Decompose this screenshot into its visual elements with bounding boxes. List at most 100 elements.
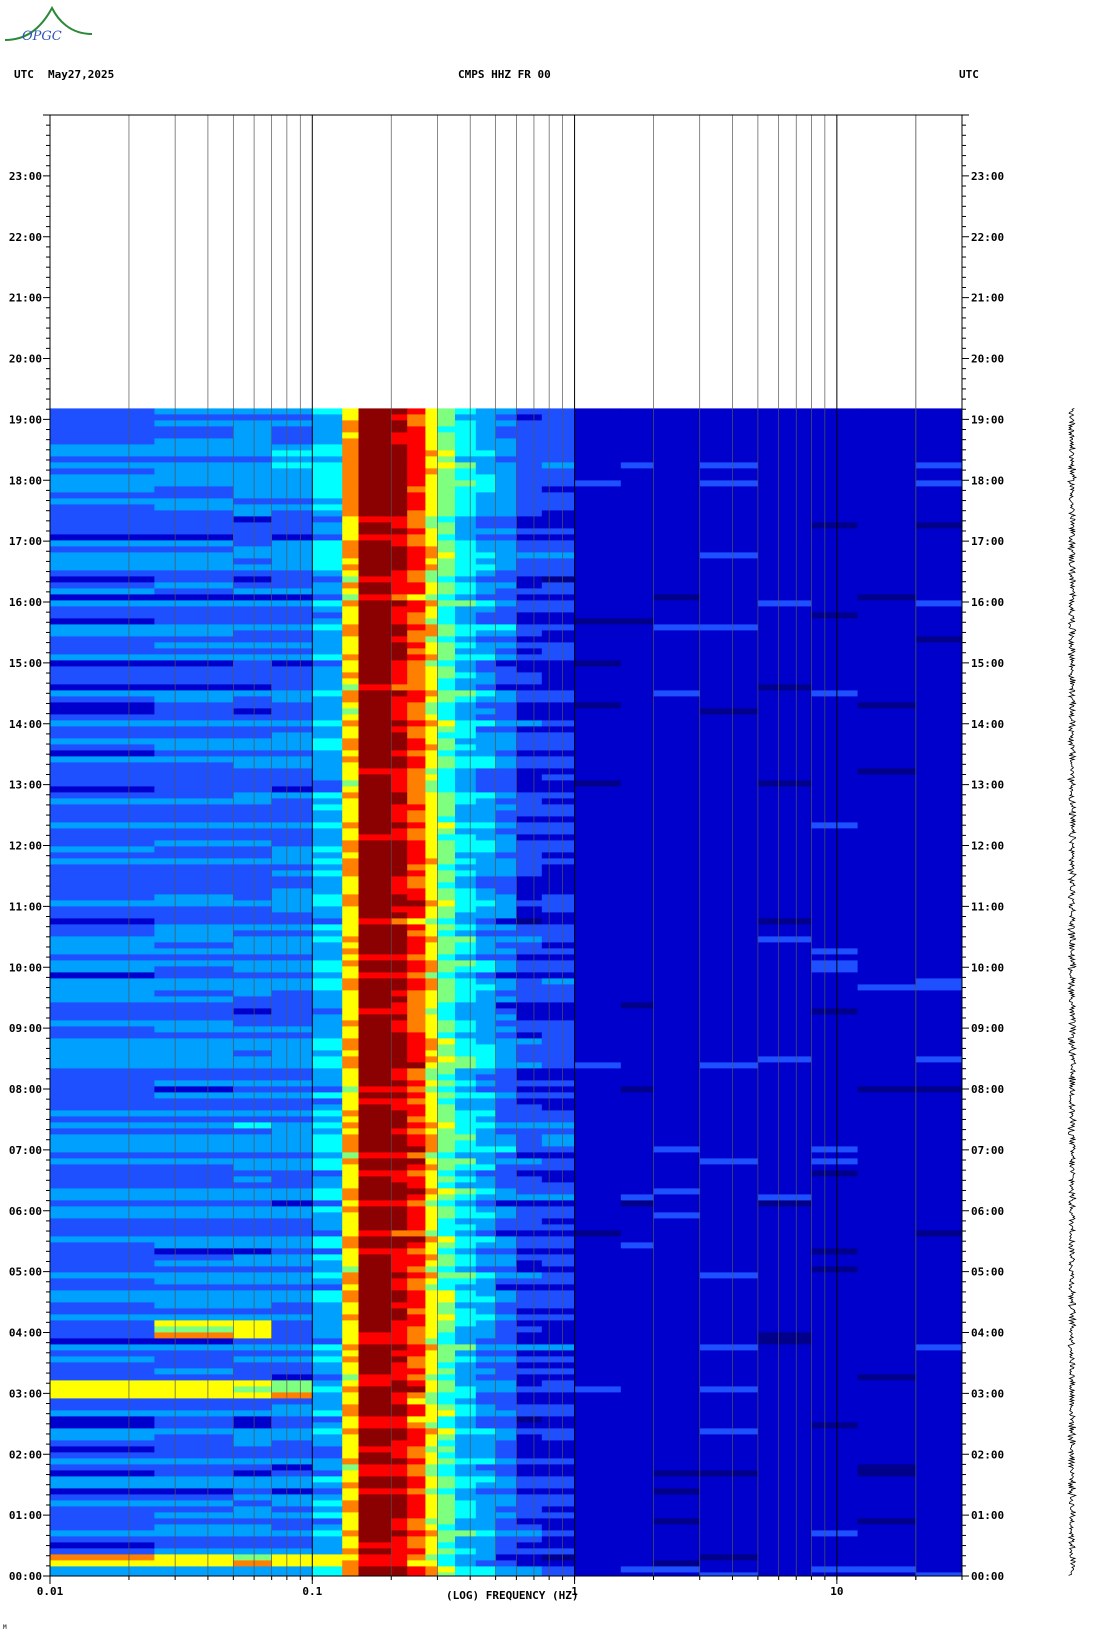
- heatmap-cell: [857, 1092, 917, 1099]
- heatmap-cell: [574, 600, 622, 607]
- heatmap-cell: [915, 684, 963, 691]
- heatmap-cell: [407, 480, 426, 487]
- heatmap-cell: [437, 1464, 456, 1471]
- heatmap-cell: [271, 978, 313, 985]
- heatmap-cell: [154, 504, 234, 511]
- heatmap-cell: [516, 930, 543, 937]
- heatmap-cell: [233, 588, 273, 595]
- heatmap-cell: [574, 894, 622, 901]
- heatmap-cell: [475, 1104, 497, 1111]
- heatmap-cell: [915, 1074, 963, 1081]
- heatmap-cell: [437, 798, 456, 805]
- heatmap-cell: [358, 750, 392, 757]
- heatmap-cell: [342, 768, 359, 775]
- heatmap-cell: [437, 924, 456, 931]
- heatmap-cell: [915, 936, 963, 943]
- heatmap-cell: [425, 1554, 438, 1561]
- heatmap-cell: [233, 672, 273, 679]
- heatmap-cell: [407, 492, 426, 499]
- heatmap-cell: [757, 780, 812, 787]
- heatmap-cell: [495, 1350, 517, 1357]
- heatmap-cell: [50, 840, 155, 847]
- heatmap-cell: [358, 474, 392, 481]
- heatmap-cell: [425, 642, 438, 649]
- heatmap-cell: [407, 516, 426, 523]
- heatmap-cell: [425, 1392, 438, 1399]
- heatmap-cell: [757, 1368, 812, 1375]
- heatmap-cell: [271, 1248, 313, 1255]
- heatmap-cell: [425, 1470, 438, 1477]
- heatmap-cell: [312, 1188, 343, 1195]
- heatmap-cell: [342, 828, 359, 835]
- heatmap-cell: [495, 1368, 517, 1375]
- heatmap-cell: [342, 1296, 359, 1303]
- heatmap-cell: [475, 726, 497, 733]
- heatmap-cell: [154, 1014, 234, 1021]
- heatmap-cell: [391, 1548, 408, 1555]
- heatmap-cell: [154, 1152, 234, 1159]
- heatmap-cell: [154, 1056, 234, 1063]
- heatmap-cell: [233, 762, 273, 769]
- heatmap-cell: [233, 1380, 273, 1387]
- heatmap-cell: [407, 534, 426, 541]
- heatmap-cell: [620, 792, 655, 799]
- heatmap-cell: [50, 1098, 155, 1105]
- heatmap-cell: [271, 594, 313, 601]
- heatmap-cell: [358, 1290, 392, 1297]
- heatmap-cell: [574, 1374, 622, 1381]
- heatmap-cell: [391, 816, 408, 823]
- heatmap-cell: [653, 1512, 701, 1519]
- heatmap-cell: [541, 1002, 576, 1009]
- heatmap-cell: [50, 1416, 155, 1423]
- heatmap-cell: [757, 1164, 812, 1171]
- heatmap-cell: [437, 1500, 456, 1507]
- heatmap-cell: [574, 852, 622, 859]
- heatmap-cell: [154, 846, 234, 853]
- heatmap-cell: [425, 564, 438, 571]
- heatmap-cell: [437, 1572, 456, 1577]
- heatmap-cell: [154, 1332, 234, 1339]
- heatmap-cell: [620, 1398, 655, 1405]
- heatmap-cell: [312, 1290, 343, 1297]
- heatmap-cell: [541, 486, 576, 493]
- heatmap-cell: [757, 1008, 812, 1015]
- heatmap-cell: [455, 1398, 477, 1405]
- heatmap-cell: [437, 480, 456, 487]
- heatmap-cell: [811, 534, 859, 541]
- heatmap-cell: [541, 954, 576, 961]
- heatmap-cell: [495, 1416, 517, 1423]
- heatmap-cell: [574, 1482, 622, 1489]
- heatmap-cell: [342, 1050, 359, 1057]
- heatmap-cell: [699, 1002, 759, 1009]
- heatmap-cell: [653, 660, 701, 667]
- heatmap-cell: [516, 1338, 543, 1345]
- heatmap-cell: [358, 954, 392, 961]
- heatmap-cell: [516, 750, 543, 757]
- heatmap-cell: [475, 1122, 497, 1129]
- heatmap-cell: [857, 882, 917, 889]
- heatmap-cell: [455, 642, 477, 649]
- heatmap-cell: [811, 684, 859, 691]
- heatmap-cell: [574, 780, 622, 787]
- heatmap-cell: [391, 720, 408, 727]
- heatmap-cell: [516, 1386, 543, 1393]
- heatmap-cell: [342, 1128, 359, 1135]
- heatmap-cell: [653, 1080, 701, 1087]
- heatmap-cell: [312, 690, 343, 697]
- heatmap-cell: [455, 1014, 477, 1021]
- heatmap-cell: [475, 894, 497, 901]
- heatmap-cell: [653, 1338, 701, 1345]
- heatmap-cell: [50, 972, 155, 979]
- heatmap-cell: [154, 546, 234, 553]
- heatmap-cell: [516, 882, 543, 889]
- heatmap-cell: [154, 1398, 234, 1405]
- heatmap-cell: [915, 870, 963, 877]
- heatmap-cell: [154, 552, 234, 559]
- heatmap-cell: [811, 1122, 859, 1129]
- heatmap-cell: [574, 1422, 622, 1429]
- heatmap-cell: [312, 768, 343, 775]
- heatmap-cell: [425, 984, 438, 991]
- heatmap-cell: [407, 1152, 426, 1159]
- heatmap-cell: [455, 1488, 477, 1495]
- heatmap-cell: [653, 600, 701, 607]
